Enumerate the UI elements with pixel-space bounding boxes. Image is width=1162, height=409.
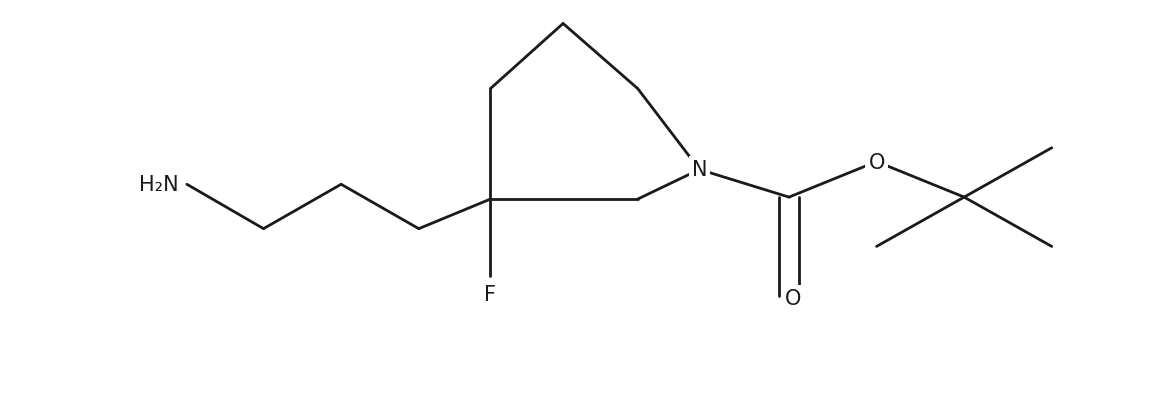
Text: H₂N: H₂N (139, 175, 179, 195)
Text: F: F (485, 284, 496, 304)
Text: O: O (868, 152, 884, 172)
Text: O: O (784, 288, 801, 308)
Text: N: N (691, 160, 708, 180)
